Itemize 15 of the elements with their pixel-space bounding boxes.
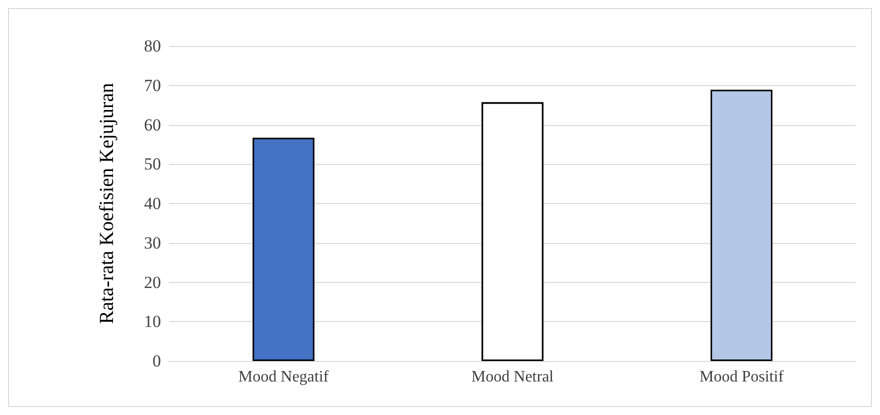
y-tick-label: 10 xyxy=(144,312,161,332)
y-tick-label: 20 xyxy=(144,272,161,292)
bar xyxy=(710,90,772,361)
x-tick-label: Mood Negatif xyxy=(238,368,330,386)
y-axis-title: Rata-rata Koefisien Kejujuran xyxy=(96,82,118,324)
y-tick-label: 80 xyxy=(144,36,161,56)
y-tick-label: 0 xyxy=(152,352,161,370)
y-tick-label: 50 xyxy=(144,154,161,174)
y-tick-label: 60 xyxy=(144,115,161,134)
x-tick-label: Mood Netral xyxy=(471,368,554,386)
y-tick-label: 30 xyxy=(144,233,161,252)
y-tick-label: 40 xyxy=(144,194,161,213)
y-tick-label: 70 xyxy=(144,76,161,95)
bar xyxy=(252,138,314,361)
x-tick-label: Mood Positif xyxy=(699,368,784,386)
